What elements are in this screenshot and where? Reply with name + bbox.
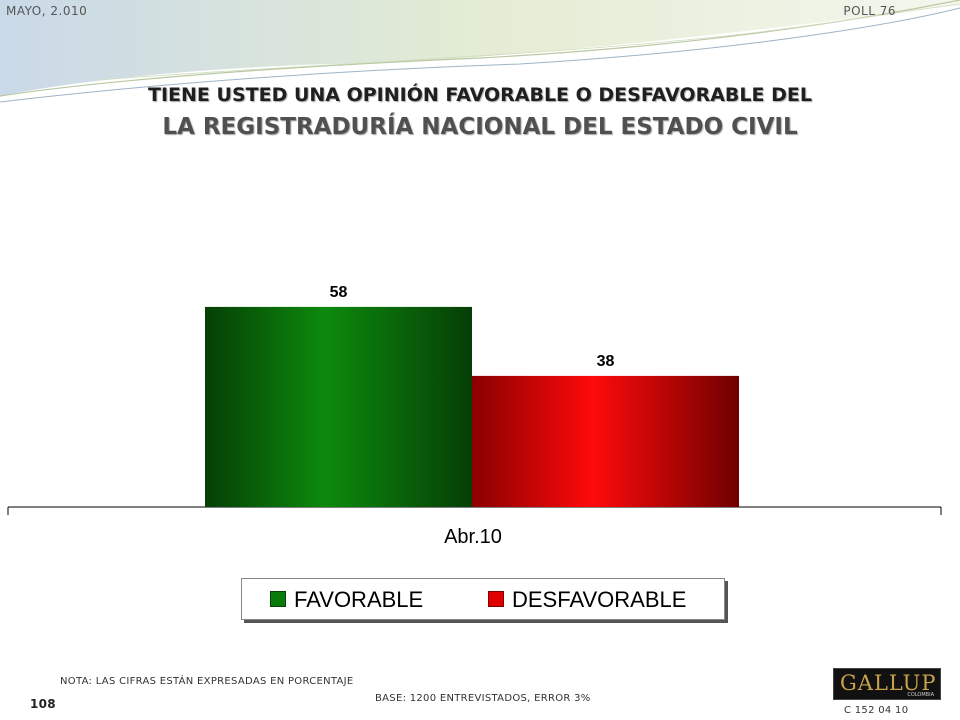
data-label-favorable: 58 bbox=[330, 284, 348, 301]
page-number: 108 bbox=[30, 697, 56, 711]
bar-chart: 58 38 Abr.10 bbox=[7, 284, 942, 548]
data-label-desfavorable: 38 bbox=[597, 353, 615, 370]
chart-title-line1: TIENE USTED UNA OPINIÓN FAVORABLE O DESF… bbox=[148, 84, 812, 106]
legend-swatch-desfavorable bbox=[488, 591, 504, 607]
header-swoosh-decoration bbox=[0, 0, 960, 103]
gallup-logo: GALLUP COLOMBIA bbox=[833, 668, 941, 700]
chart-legend: FAVORABLE DESFAVORABLE bbox=[241, 578, 725, 620]
legend-swatch-favorable bbox=[270, 591, 286, 607]
poll-number: POLL 76 bbox=[843, 4, 896, 18]
x-tick-label: Abr.10 bbox=[444, 526, 502, 548]
footnote-percentage: NOTA: LAS CIFRAS ESTÁN EXPRESADAS EN POR… bbox=[60, 676, 354, 687]
bar-desfavorable bbox=[472, 375, 739, 507]
legend-label-desfavorable: DESFAVORABLE bbox=[512, 587, 687, 612]
legend-item-desfavorable: DESFAVORABLE bbox=[488, 587, 686, 613]
document-code: C 152 04 10 bbox=[844, 705, 909, 716]
legend-item-favorable: FAVORABLE bbox=[270, 587, 423, 613]
gallup-logo-subtext: COLOMBIA bbox=[907, 692, 934, 698]
gallup-logo-text: GALLUP bbox=[840, 671, 937, 695]
bar-favorable bbox=[205, 306, 472, 507]
footnote-base: BASE: 1200 ENTREVISTADOS, ERROR 3% bbox=[375, 693, 591, 704]
report-date: MAYO, 2.010 bbox=[6, 4, 88, 18]
legend-label-favorable: FAVORABLE bbox=[294, 587, 424, 612]
chart-title-line2: LA REGISTRADURÍA NACIONAL DEL ESTADO CIV… bbox=[162, 114, 798, 140]
